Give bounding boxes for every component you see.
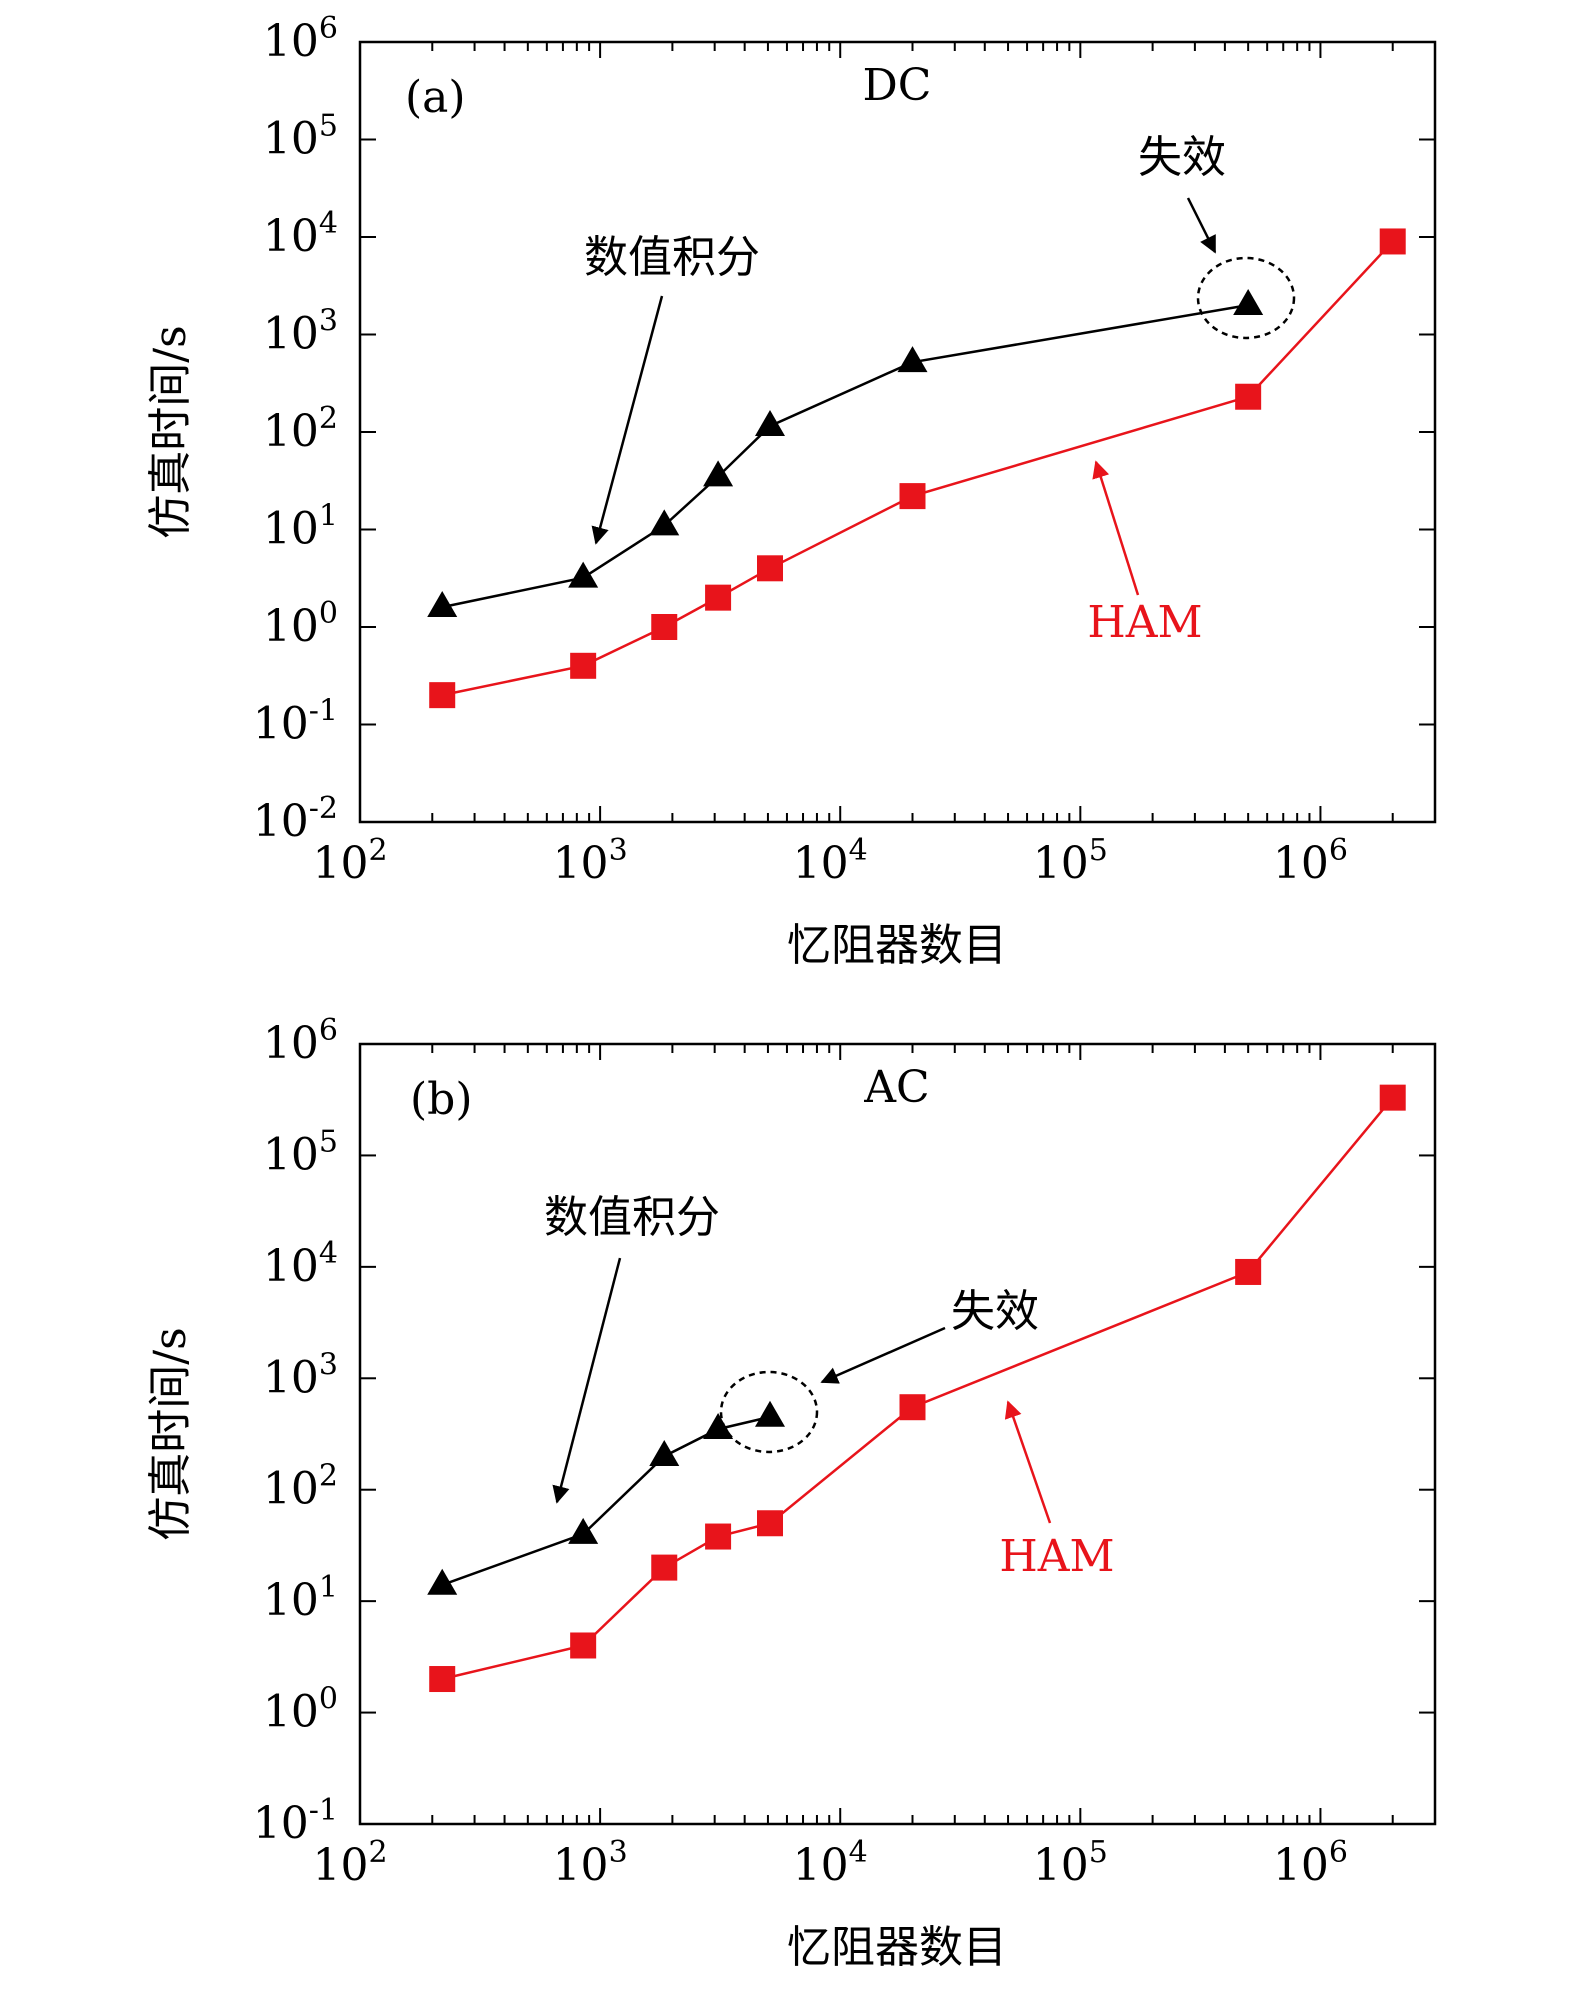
y-tick-label: 103	[263, 304, 338, 360]
data-point-ham	[1235, 1258, 1262, 1285]
y-tick-label: 104	[263, 206, 338, 262]
x-tick-label: 106	[1273, 833, 1348, 889]
data-point-ham	[705, 584, 732, 611]
plot-frame	[358, 1042, 1437, 1826]
tick-labels: 102 103 104 105 106 10-2 10-1 100 101 102 103 104 10…	[253, 11, 1348, 889]
y-tick-label: 100	[263, 596, 338, 652]
data-point-numerical-integration	[568, 1517, 599, 1544]
data-point-numerical-integration	[427, 1568, 458, 1595]
series-layer	[427, 228, 1406, 709]
data-point-numerical-integration	[649, 509, 680, 536]
y-tick-label: 106	[263, 1013, 338, 1069]
data-point-ham	[757, 1510, 784, 1537]
data-point-numerical-integration	[755, 409, 786, 436]
data-point-ham	[1379, 1084, 1406, 1111]
y-tick-label: 10-1	[253, 1793, 338, 1849]
tick-labels: 102 103 104 105 106 10-1 100 101 102 103 104 105 106	[253, 1013, 1348, 1891]
y-tick-label: 106	[263, 11, 338, 67]
y-tick-label: 103	[263, 1347, 338, 1403]
data-point-ham	[705, 1523, 732, 1550]
data-point-ham	[570, 1632, 597, 1659]
annotation-arrow-failure	[1186, 197, 1217, 254]
series-layer	[427, 1084, 1406, 1693]
axis-ticks	[359, 1043, 1436, 1825]
y-tick-label: 10-2	[253, 791, 338, 847]
series-line-numerical-integration	[441, 1415, 771, 1587]
x-tick-label: 105	[1033, 1835, 1108, 1891]
failure-circle	[1196, 256, 1296, 340]
plot-frame	[358, 40, 1437, 824]
x-axis-title: 忆阻器数目	[787, 1922, 1007, 1973]
data-point-ham	[1379, 228, 1406, 255]
chart-title: AC	[863, 1062, 929, 1113]
data-point-ham	[899, 1394, 926, 1421]
annotation-arrow-ham	[1092, 460, 1140, 596]
annotation-arrow-numerical	[552, 1257, 622, 1504]
x-tick-label: 102	[312, 833, 387, 889]
series-line-ham	[441, 1096, 1394, 1681]
data-point-numerical-integration	[897, 346, 928, 373]
y-tick-label: 105	[263, 1124, 338, 1180]
x-tick-label: 104	[793, 833, 868, 889]
annotation-failure: 失效	[1138, 132, 1226, 183]
x-tick-label: 106	[1273, 1835, 1348, 1891]
data-point-numerical-integration	[568, 561, 599, 588]
panel-label: (a)	[405, 72, 466, 123]
data-point-numerical-integration	[703, 460, 734, 487]
x-tick-label: 102	[312, 1835, 387, 1891]
x-tick-label: 105	[1033, 833, 1108, 889]
x-tick-label: 104	[793, 1835, 868, 1891]
panel-b: 102 103 104 105 106 10-1 100 101 102 103 104 105 106…	[145, 1013, 1437, 1973]
failure-circle	[719, 1370, 819, 1454]
y-tick-label: 105	[263, 109, 338, 165]
y-tick-label: 100	[263, 1682, 338, 1738]
annotation-ham: HAM	[1087, 597, 1202, 648]
y-tick-label: 104	[263, 1236, 338, 1292]
y-tick-label: 101	[263, 1570, 338, 1626]
y-tick-label: 10-1	[253, 694, 338, 750]
data-point-numerical-integration	[649, 1440, 680, 1467]
panel-label: (b)	[410, 1074, 473, 1125]
panel-a: 102 103 104 105 106 10-2 10-1 100 101 102 103 104 10…	[145, 11, 1437, 971]
annotation-ham: HAM	[999, 1531, 1114, 1582]
annotation-arrow-failure	[820, 1326, 946, 1384]
y-axis-title: 仿真时间/s	[145, 325, 196, 538]
data-point-ham	[651, 614, 678, 640]
x-tick-label: 103	[553, 833, 628, 889]
x-tick-label: 103	[553, 1835, 628, 1891]
data-point-ham	[1235, 383, 1262, 410]
y-tick-label: 102	[263, 401, 338, 457]
y-tick-label: 101	[263, 499, 338, 555]
y-axis-title: 仿真时间/s	[145, 1327, 196, 1540]
annotation-numerical-integration: 数值积分	[584, 232, 760, 283]
data-point-numerical-integration	[755, 1400, 786, 1427]
series-line-ham	[441, 240, 1394, 697]
chart-title: DC	[863, 60, 932, 111]
data-point-numerical-integration	[1233, 289, 1264, 316]
y-tick-label: 102	[263, 1459, 338, 1515]
annotation-numerical-integration: 数值积分	[544, 1192, 720, 1243]
data-point-ham	[757, 555, 784, 582]
data-point-ham	[651, 1554, 678, 1581]
data-point-ham	[570, 652, 597, 679]
data-point-numerical-integration	[427, 590, 458, 617]
annotation-arrow-numerical	[591, 295, 664, 545]
data-point-ham	[429, 1666, 456, 1693]
annotation-failure: 失效	[951, 1286, 1039, 1337]
annotation-arrow-ham	[1004, 1400, 1052, 1524]
data-point-ham	[899, 483, 926, 510]
data-point-numerical-integration	[703, 1412, 734, 1439]
axis-ticks	[359, 41, 1436, 823]
x-axis-title: 忆阻器数目	[787, 920, 1007, 971]
data-point-ham	[429, 682, 456, 709]
